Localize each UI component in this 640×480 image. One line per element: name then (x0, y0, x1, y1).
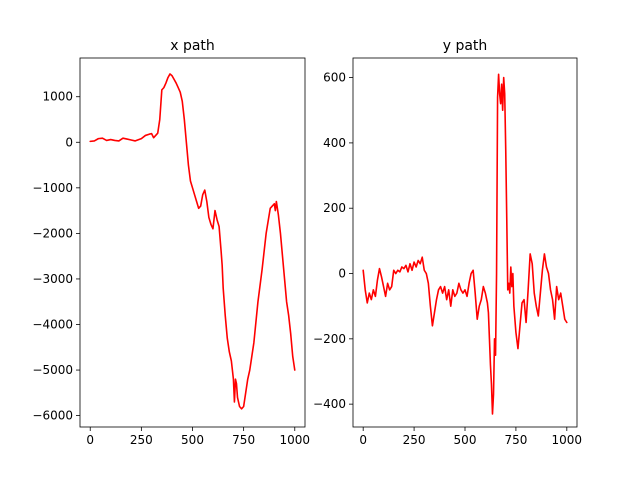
y-tick-label: 0 (338, 267, 346, 281)
x-tick-label: 750 (504, 433, 527, 447)
x-tick-label: 250 (403, 433, 426, 447)
y-tick-label: −3000 (32, 272, 73, 286)
y-tick-label: −5000 (32, 363, 73, 377)
x-tick-label: 0 (86, 433, 94, 447)
x-tick-label: 500 (181, 433, 204, 447)
chart-title: x path (170, 38, 215, 54)
axes-frame (79, 57, 306, 428)
y-tick-label: 1000 (42, 90, 73, 104)
x-tick-label: 1000 (552, 433, 583, 447)
x-tick-label: 750 (232, 433, 255, 447)
y-tick-label: 0 (65, 135, 73, 149)
y-tick-label: −200 (313, 332, 346, 346)
y-tick-label: 600 (323, 71, 346, 85)
series-line-0 (89, 73, 296, 410)
y-tick-label: 400 (323, 136, 346, 150)
y-tick-label: −2000 (32, 226, 73, 240)
chart-y-path: y path 0 250 500 750 1000 600 400 200 0 −200 −400 (313, 38, 582, 447)
x-tick-label: 0 (359, 433, 367, 447)
x-tick-label: 500 (454, 433, 477, 447)
x-tick-label: 250 (130, 433, 153, 447)
x-tick-label: 1000 (279, 433, 310, 447)
chart-title: y path (443, 38, 488, 54)
series-line-0 (362, 73, 568, 415)
y-tick-label: −6000 (32, 409, 73, 423)
y-tick-label: −4000 (32, 318, 73, 332)
y-tick-label: −400 (313, 397, 346, 411)
y-tick-label: −1000 (32, 181, 73, 195)
axes-frame (352, 57, 578, 428)
y-tick-label: 200 (323, 201, 346, 215)
chart-x-path: x path 0 250 500 750 1000 1000 0 −1000 −2000 −300… (32, 38, 310, 447)
